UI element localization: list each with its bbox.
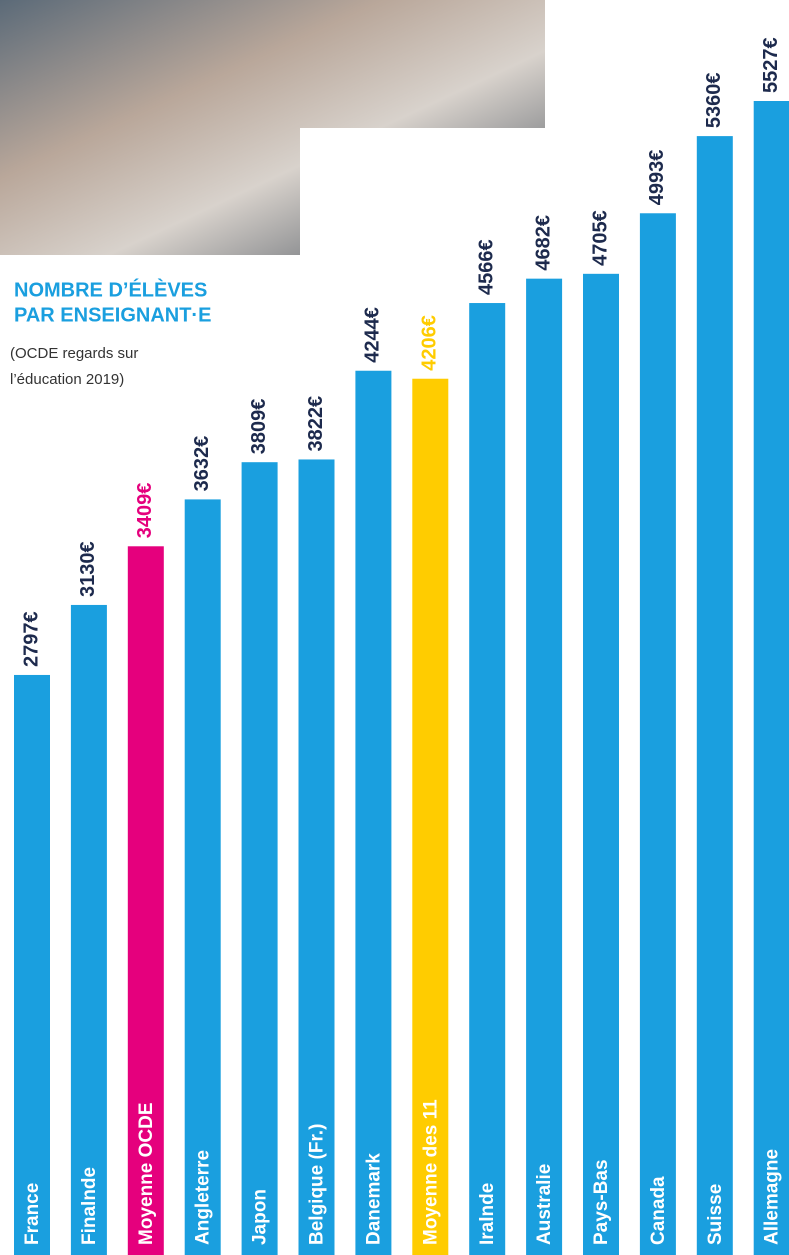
value-label: 3809€ (248, 399, 270, 455)
value-label: 3822€ (305, 396, 327, 452)
bar (355, 371, 391, 1255)
value-label: 4566€ (475, 239, 497, 295)
category-label: Moyenne des 11 (420, 1099, 441, 1245)
value-label: 4682€ (532, 215, 554, 271)
category-label: Suisse (705, 1184, 726, 1245)
value-label: 2797€ (20, 611, 42, 667)
chart-subtitle: (OCDE regards sur (10, 345, 138, 362)
photo (0, 0, 545, 255)
value-label: 5360€ (703, 72, 725, 128)
category-label: Danemark (363, 1153, 384, 1245)
category-label: Pays-Bas (591, 1159, 612, 1245)
bar (583, 274, 619, 1255)
bar (242, 462, 278, 1255)
bar (14, 675, 50, 1255)
category-label: Belgique (Fr.) (307, 1124, 328, 1245)
bar (526, 279, 562, 1255)
value-label: 5527€ (760, 37, 782, 93)
category-label: Allemagne (762, 1149, 783, 1245)
value-label: 4244€ (362, 307, 384, 363)
category-label: France (22, 1183, 43, 1245)
bar (754, 101, 789, 1255)
chart-title: NOMBRE D’ÉLÈVES (14, 278, 207, 301)
value-label: 4206€ (419, 315, 441, 371)
category-label: Australie (534, 1164, 555, 1245)
bar (71, 605, 107, 1255)
value-label: 3632€ (191, 436, 213, 492)
bar (640, 213, 676, 1255)
category-label: Angleterre (193, 1150, 214, 1245)
category-label: Iralnde (477, 1183, 498, 1245)
bar (185, 499, 221, 1255)
chart-title: PAR ENSEIGNANT·E (14, 304, 211, 326)
value-label: 4993€ (646, 150, 668, 206)
chart-subtitle: l’éducation 2019) (10, 371, 124, 388)
category-label: Moyenne OCDE (136, 1102, 157, 1245)
value-label: 3409€ (134, 483, 156, 539)
value-label: 3130€ (77, 541, 99, 597)
value-label: 4705€ (589, 210, 611, 266)
category-label: Canada (648, 1176, 669, 1245)
chart: NOMBRE D’ÉLÈVES PAR ENSEIGNANT·E (OCDE r… (0, 0, 789, 1255)
bar (469, 303, 505, 1255)
category-label: Japon (250, 1189, 271, 1245)
bar (697, 136, 733, 1255)
category-label: Finalnde (79, 1167, 100, 1245)
